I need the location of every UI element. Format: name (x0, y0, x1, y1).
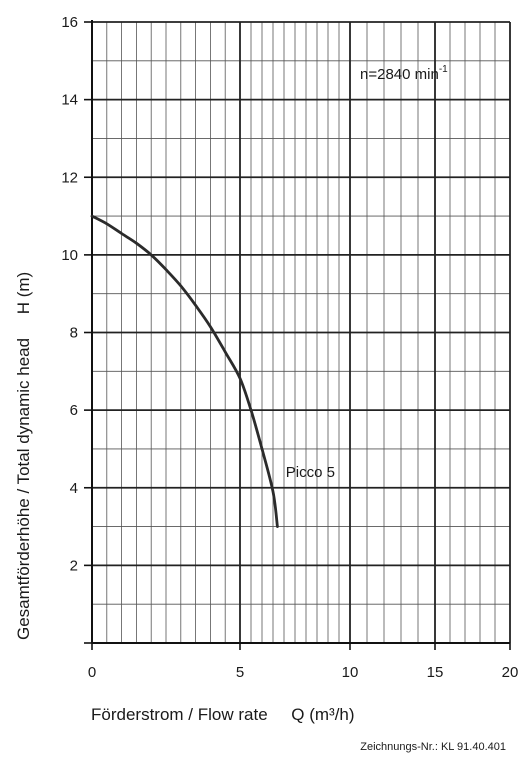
speed-annotation-superscript: -1 (439, 64, 448, 75)
speed-annotation: n=2840 min-1 (360, 64, 448, 83)
axes (84, 20, 511, 650)
x-tick-label: 0 (88, 664, 96, 681)
x-axis-title: Förderstrom / Flow rate Q (m³/h) (91, 705, 355, 724)
speed-annotation-main: n=2840 min (360, 66, 439, 83)
y-axis-title: Gesamtförderhöhe / Total dynamic head H … (14, 272, 33, 640)
major-grid (91, 21, 511, 643)
y-tick-label: 8 (70, 325, 78, 342)
x-tick-label: 10 (342, 664, 359, 681)
y-tick-label: 4 (70, 480, 78, 497)
y-tick-label: 2 (70, 557, 78, 574)
y-tick-label: 16 (61, 14, 78, 31)
tick-labels: 2 4 6 8 10 12 14 16 0 5 10 15 20 (61, 14, 518, 681)
drawing-number: Zeichnungs-Nr.: KL 91.40.401 (360, 741, 506, 753)
y-tick-label: 12 (61, 169, 78, 186)
y-tick-label: 10 (61, 247, 78, 264)
series-label-picco5: Picco 5 (286, 464, 335, 481)
x-tick-label: 15 (427, 664, 444, 681)
series-layer (90, 214, 279, 528)
y-tick-label: 14 (61, 92, 78, 109)
x-tick-label: 5 (236, 664, 244, 681)
x-tick-label: 20 (502, 664, 519, 681)
series-line-picco5 (90, 214, 279, 528)
y-tick-label: 6 (70, 402, 78, 419)
